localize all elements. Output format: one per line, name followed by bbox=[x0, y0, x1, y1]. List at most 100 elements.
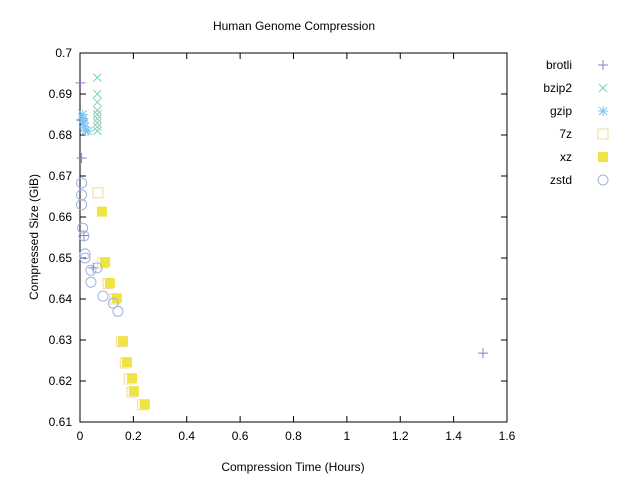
data-point-bzip2 bbox=[92, 126, 102, 136]
filled-square-marker bbox=[100, 257, 111, 268]
star-marker bbox=[77, 109, 88, 120]
plus-marker bbox=[76, 152, 87, 163]
data-point-bzip2 bbox=[92, 73, 102, 82]
data-point-xz bbox=[111, 293, 122, 304]
filled-square-marker bbox=[127, 373, 138, 384]
x-tick-label: 1.6 bbox=[499, 429, 516, 443]
x-tick-label: 1 bbox=[344, 429, 351, 443]
x-tick-label: 0.8 bbox=[285, 429, 302, 443]
legend-marker-zstd bbox=[597, 174, 609, 186]
data-point-brotli bbox=[75, 77, 86, 88]
y-tick-label: 0.7 bbox=[55, 46, 72, 60]
legend-label: gzip bbox=[550, 104, 572, 118]
data-point-gzip bbox=[79, 117, 90, 128]
data-point-zstd bbox=[76, 199, 88, 211]
data-point-xz bbox=[117, 336, 128, 347]
plus-marker bbox=[79, 230, 90, 241]
circle-marker bbox=[76, 189, 88, 201]
y-tick-label: 0.61 bbox=[49, 415, 73, 429]
y-axis-label: Compressed Size (GiB) bbox=[27, 174, 41, 300]
data-point-bzip2 bbox=[92, 114, 102, 123]
data-point-xz bbox=[96, 206, 107, 217]
cross-marker bbox=[92, 126, 102, 136]
data-point-bzip2 bbox=[92, 97, 102, 107]
star-marker bbox=[79, 117, 90, 128]
cross-marker bbox=[598, 83, 608, 93]
y-tick-label: 0.63 bbox=[49, 333, 73, 347]
y-tick-label: 0.69 bbox=[49, 87, 73, 101]
data-point-gzip bbox=[78, 113, 89, 124]
data-point-xz bbox=[128, 386, 139, 397]
circle-marker bbox=[79, 248, 91, 260]
x-tick-label: 1.2 bbox=[392, 429, 409, 443]
data-point-gzip bbox=[83, 125, 94, 136]
data-point-zstd bbox=[77, 222, 89, 234]
cross-marker bbox=[92, 114, 102, 123]
data-point-gzip bbox=[79, 121, 90, 132]
legend-marker-7z bbox=[597, 128, 609, 140]
data-point-7z bbox=[92, 187, 104, 199]
data-point-zstd bbox=[85, 276, 97, 288]
y-tick-label: 0.68 bbox=[49, 128, 73, 142]
cross-marker bbox=[92, 106, 102, 115]
data-point-brotli bbox=[76, 152, 87, 163]
data-point-zstd bbox=[97, 290, 109, 302]
plus-marker bbox=[477, 348, 488, 359]
filled-square-marker bbox=[96, 206, 107, 217]
circle-marker bbox=[85, 276, 97, 288]
data-point-zstd bbox=[91, 262, 103, 274]
data-point-bzip2 bbox=[92, 110, 102, 119]
legend-marker-brotli bbox=[598, 60, 608, 70]
circle-marker bbox=[112, 305, 124, 317]
plot-frame bbox=[79, 52, 508, 423]
cross-marker bbox=[92, 122, 102, 132]
legend-label: zstd bbox=[550, 173, 572, 187]
x-tick-label: 0 bbox=[77, 429, 84, 443]
x-tick-label: 0.6 bbox=[232, 429, 249, 443]
x-tick-label: 0.2 bbox=[125, 429, 142, 443]
y-tick-label: 0.62 bbox=[49, 374, 73, 388]
legend-marker-gzip bbox=[598, 106, 608, 116]
legend-label: 7z bbox=[559, 127, 572, 141]
circle-marker bbox=[91, 262, 103, 274]
cross-marker bbox=[92, 73, 102, 82]
star-marker bbox=[79, 121, 90, 132]
data-point-zstd bbox=[79, 248, 91, 260]
x-tick-label: 0.4 bbox=[178, 429, 195, 443]
filled-square-marker bbox=[139, 399, 150, 410]
filled-square-marker bbox=[121, 357, 132, 368]
data-point-xz bbox=[100, 257, 111, 268]
cross-marker bbox=[92, 89, 102, 99]
y-tick-label: 0.67 bbox=[49, 169, 73, 183]
data-point-bzip2 bbox=[92, 106, 102, 115]
circle-marker bbox=[107, 297, 119, 309]
circle-marker bbox=[77, 222, 89, 234]
cross-marker bbox=[92, 110, 102, 119]
y-tick-label: 0.66 bbox=[49, 210, 73, 224]
data-point-zstd bbox=[76, 189, 88, 201]
data-point-zstd bbox=[78, 230, 90, 242]
data-point-xz bbox=[104, 278, 115, 289]
cross-marker bbox=[92, 118, 102, 128]
circle-marker bbox=[85, 264, 97, 276]
star-marker bbox=[598, 106, 608, 116]
data-point-xz bbox=[121, 357, 132, 368]
filled-square-marker bbox=[598, 152, 608, 162]
x-tick-label: 1.4 bbox=[445, 429, 462, 443]
plus-marker bbox=[598, 60, 608, 70]
y-tick-label: 0.64 bbox=[49, 292, 73, 306]
circle-marker bbox=[97, 290, 109, 302]
legend-marker-bzip2 bbox=[598, 83, 608, 93]
legend-label: xz bbox=[560, 150, 572, 164]
legend-label: brotli bbox=[546, 58, 572, 72]
data-point-bzip2 bbox=[92, 89, 102, 99]
circle-marker bbox=[79, 252, 91, 264]
data-point-zstd bbox=[76, 177, 88, 189]
circle-marker bbox=[76, 177, 88, 189]
legend-label: bzip2 bbox=[543, 81, 572, 95]
chart-title: Human Genome Compression bbox=[213, 19, 375, 33]
data-point-brotli bbox=[79, 230, 90, 241]
filled-square-marker bbox=[111, 293, 122, 304]
data-point-zstd bbox=[107, 297, 119, 309]
